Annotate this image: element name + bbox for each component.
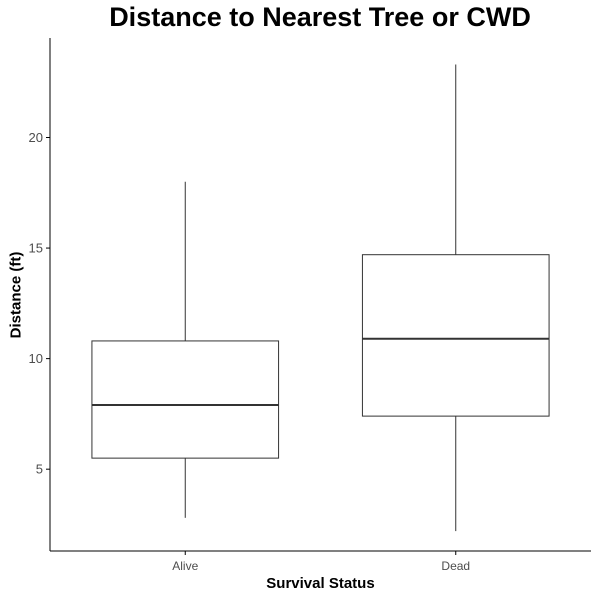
x-tick-label-dead: Dead: [441, 559, 470, 573]
y-tick-label-20: 20: [29, 130, 43, 145]
x-tick-label-alive: Alive: [172, 559, 198, 573]
chart-title: Distance to Nearest Tree or CWD: [109, 2, 531, 32]
y-tick-label-15: 15: [29, 241, 43, 256]
box-dead: [361, 254, 550, 417]
y-tick-label-10: 10: [29, 351, 43, 366]
y-tick-label-5: 5: [36, 462, 43, 477]
box-alive: [91, 340, 280, 459]
x-axis-label: Survival Status: [266, 575, 375, 592]
y-axis-label: Distance (ft): [7, 251, 25, 339]
